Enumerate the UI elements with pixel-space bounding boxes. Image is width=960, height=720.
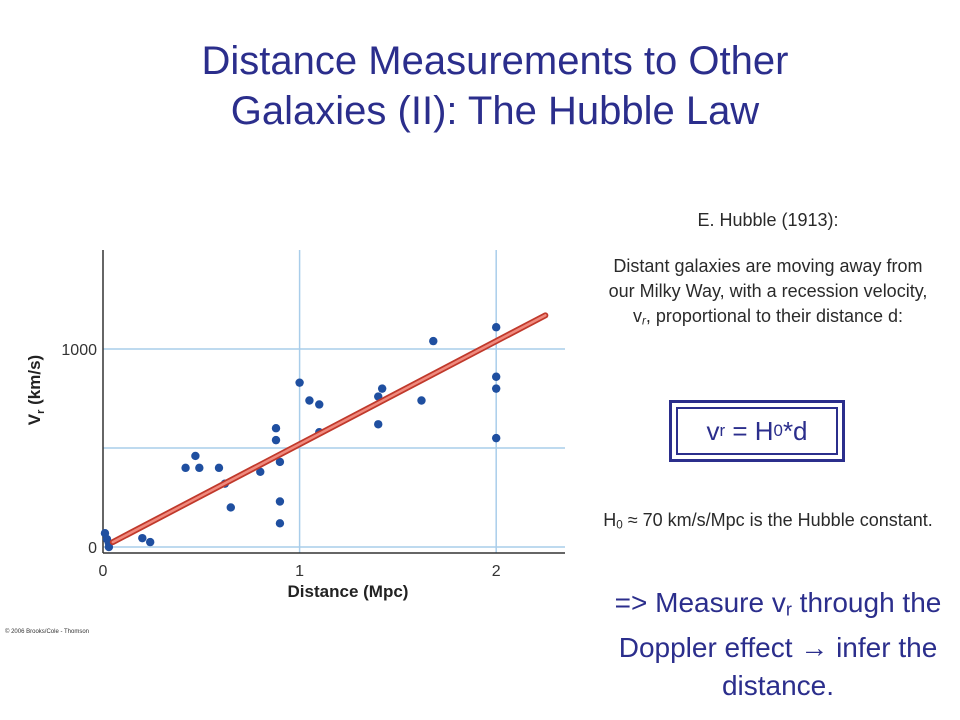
hubble-constant-text: H0 ≈ 70 km/s/Mpc is the Hubble constant. <box>598 508 938 537</box>
chart-fit-line <box>109 312 549 546</box>
y-tick-label: 1000 <box>61 342 97 359</box>
data-point <box>271 424 281 433</box>
h0-sub: 0 <box>616 518 623 532</box>
data-point <box>315 400 324 409</box>
data-point <box>181 463 190 473</box>
data-point <box>191 451 200 461</box>
data-point <box>417 396 426 405</box>
eq-mid: = H <box>725 415 774 446</box>
data-point <box>138 533 147 543</box>
eq-lhs-sub: r <box>719 421 726 440</box>
data-point <box>104 542 114 552</box>
data-point <box>145 537 155 547</box>
data-point <box>275 497 285 506</box>
data-point <box>305 396 314 405</box>
chart-points <box>100 323 501 552</box>
data-point <box>429 336 438 346</box>
data-point <box>374 420 383 429</box>
data-point <box>295 378 304 387</box>
data-point <box>271 435 281 445</box>
chart-axes <box>102 250 565 554</box>
eq-rhs: *d <box>782 415 808 446</box>
data-point <box>377 384 387 393</box>
title-line-1: Distance Measurements to Other <box>201 39 789 83</box>
conclusion-text: => Measure vr through the Doppler effect… <box>598 584 958 705</box>
x-tick-label: 1 <box>295 563 304 580</box>
data-point <box>491 323 501 332</box>
data-point <box>195 463 204 473</box>
conclusion-sub: r <box>785 599 792 620</box>
data-point <box>491 433 501 443</box>
hubble-scatter-chart: 0 1 2 0 1000 Distance (Mpc) Vr (km/s) <box>25 250 565 601</box>
title-line-2: Galaxies (II): The Hubble Law <box>230 89 760 133</box>
data-point <box>256 467 265 477</box>
x-tick-label: 2 <box>492 563 501 580</box>
slide-title: Distance Measurements to Other Galaxies … <box>0 36 960 136</box>
data-point <box>491 384 501 393</box>
description-sub: r <box>641 314 646 328</box>
description-part-2: , proportional to their distance d: <box>645 306 904 326</box>
x-axis-label: Distance (Mpc) <box>288 582 409 601</box>
conclusion-rest: through the Doppler effect → infer the d… <box>618 587 942 701</box>
chart-grid <box>103 250 565 553</box>
data-point <box>275 519 285 528</box>
eq-mid-sub: 0 <box>773 421 783 440</box>
y-axis-label: Vr (km/s) <box>25 355 47 425</box>
y-tick-label: 0 <box>88 540 97 557</box>
eq-lhs: v <box>706 415 720 446</box>
y-axis-label-sub: r <box>35 409 47 414</box>
copyright-note: © 2006 Brooks/Cole - Thomson <box>5 629 90 635</box>
y-axis-label-v: V <box>25 413 44 425</box>
recession-description: Distant galaxies are moving away from ou… <box>598 254 938 333</box>
h0-symbol: H <box>603 510 617 530</box>
chart-ticks: 0 1 2 0 1000 <box>61 342 500 580</box>
description-part-1: Distant galaxies are moving away from ou… <box>608 256 928 326</box>
x-tick-label: 0 <box>99 563 108 580</box>
data-point <box>214 463 224 473</box>
conclusion-pre: => Measure v <box>614 587 786 618</box>
h0-text: ≈ 70 km/s/Mpc is the Hubble constant. <box>622 510 933 530</box>
data-point <box>491 372 501 381</box>
y-axis-label-unit: (km/s) <box>25 355 44 410</box>
hubble-attribution: E. Hubble (1913): <box>697 210 839 230</box>
data-point <box>226 503 235 512</box>
data-point <box>275 457 285 467</box>
fit-line <box>111 314 547 544</box>
